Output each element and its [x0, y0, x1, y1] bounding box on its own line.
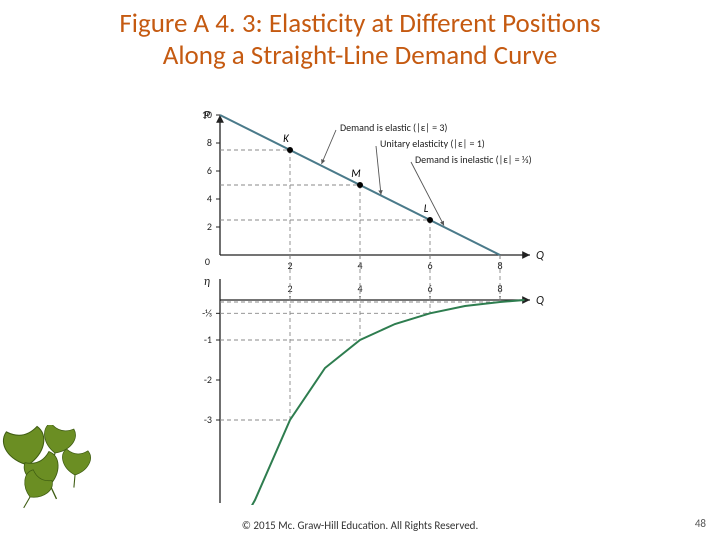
ginkgo-decoration: [0, 425, 100, 525]
title-line2: Along a Straight-Line Demand Curve: [163, 39, 558, 72]
svg-text:-1: -1: [204, 333, 212, 346]
page-number: 48: [695, 517, 706, 530]
svg-text:Demand is elastic (|ε| = 3): Demand is elastic (|ε| = 3): [340, 121, 447, 134]
svg-text:Q: Q: [536, 294, 544, 308]
svg-text:Demand is inelastic (|ε| = ⅓): Demand is inelastic (|ε| = ⅓): [415, 153, 532, 166]
svg-text:10: 10: [202, 108, 212, 121]
svg-text:M: M: [351, 167, 361, 180]
svg-text:-2: -2: [204, 373, 212, 386]
title-line1: Figure A 4. 3: Elasticity at Different P…: [119, 7, 600, 40]
slide-title: Figure A 4. 3: Elasticity at Different P…: [0, 8, 720, 73]
svg-text:0: 0: [205, 255, 210, 268]
svg-text:Unitary elasticity (|ε| = 1): Unitary elasticity (|ε| = 1): [380, 137, 485, 150]
svg-text:K: K: [283, 132, 290, 145]
svg-text:4: 4: [207, 192, 212, 205]
svg-text:L: L: [424, 202, 429, 215]
svg-text:Q: Q: [536, 249, 544, 263]
svg-text:2: 2: [207, 220, 212, 233]
svg-text:8: 8: [207, 136, 212, 149]
copyright-text: © 2015 Mc. Graw-Hill Education. All Righ…: [0, 519, 720, 532]
svg-text:η: η: [204, 275, 210, 289]
svg-text:-3: -3: [204, 413, 212, 426]
svg-text:-⅓: -⅓: [202, 306, 212, 319]
elasticity-diagram: PQ02468102468KMLDemand is elastic (|ε| =…: [150, 105, 590, 505]
svg-text:6: 6: [207, 164, 212, 177]
